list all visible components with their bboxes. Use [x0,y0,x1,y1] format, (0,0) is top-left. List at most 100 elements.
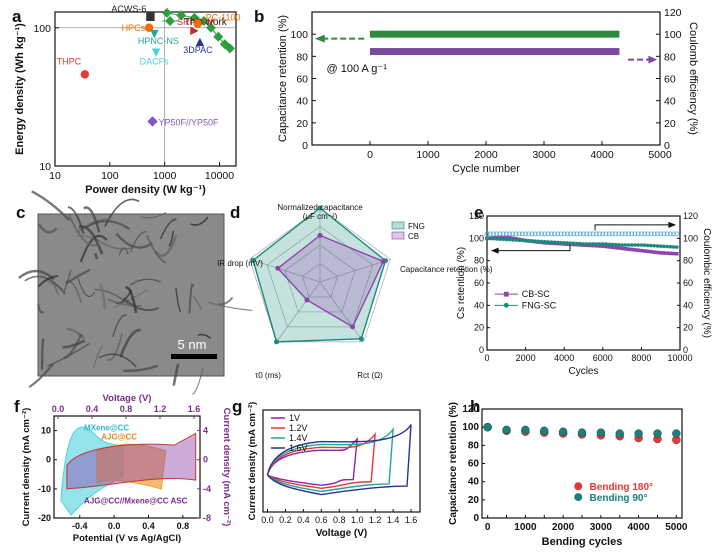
panel-e-point [607,242,612,247]
panel-e-ce-point [610,231,615,237]
panel-e-point [597,242,602,246]
panel-e-point [649,249,653,254]
panel-d-legend-swatch [391,221,405,230]
panel-d-vertex [317,232,323,238]
panel-c-lattice-fringe [207,301,253,311]
panel-e-ce-point [552,231,557,237]
panel-c-lattice-fringe [46,279,64,291]
panel-c-lattice-fringe [63,333,83,360]
panel-h-xtick-label: 5000 [665,522,688,533]
panel-letter-g: g [232,397,242,416]
panel-e-ce-point [539,231,545,237]
panel-c-lattice-fringe [37,275,59,288]
panel-e-ce-point [571,231,577,237]
panel-e-ce-point [635,231,641,237]
panel-e-ce-point [629,231,635,237]
panel-e-ce-point [590,231,596,237]
panel-c-lattice-fringe [94,288,130,306]
panel-e-point [507,235,512,240]
panel-c-lattice-fringe [193,296,202,310]
panel-d-spoke [276,281,321,343]
panel-e-ce-point [658,231,664,237]
panel-h-xtick-label: 2000 [552,522,575,533]
panel-d-vertex [380,258,386,264]
panel-f-x2tick-label: 0.8 [120,404,133,414]
panel-f-x2tick-label: 0.4 [86,404,99,414]
panel-e-point [662,251,666,255]
panel-g: 1V1.2V1.4V1.6V 0.0 0.2 0.4 0.6 0.8 1.0 1.2 1.4 1.… [247,402,421,539]
panel-d-grid-ring [284,244,356,313]
panel-e-point [523,238,528,243]
panel-e-point [617,246,621,250]
panel-e-point [501,235,505,240]
panel-f-ytick-label: -10 [38,484,51,494]
panel-e-ce-point [536,231,541,237]
panel-e-ce-point [619,231,625,237]
panel-e-point [617,243,621,247]
panel-e-ce-point [487,231,493,237]
panel-d-vertex [304,297,310,303]
panel-e-point [494,237,499,241]
panel-e-point [613,242,618,247]
panel-f-ylabel: Current density (mA cm⁻²) [21,408,32,527]
panel-e-point [604,242,608,246]
panel-g-cv-curve-1V [266,437,359,486]
panel-e-point [549,240,554,244]
panel-e-point [646,249,650,254]
panel-c-lattice-fringe [192,367,204,395]
panel-e-ce-point [642,231,648,237]
panel-h-legend-marker [574,482,583,491]
panel-g-xlabel: Voltage (V) [316,528,367,539]
panel-b-left-arrowhead [314,34,325,43]
panel-e-legend-marker [503,302,509,308]
panel-g-legend-label: 1.6V [289,443,308,453]
panel-f-frame [53,415,201,519]
panel-h-point [653,429,662,438]
panel-e-point [552,240,557,245]
panel-e-point [633,243,637,247]
panel-e-ce-point [565,231,570,237]
panel-e-ce-point [581,231,586,237]
panel-c-lattice-fringe [77,277,96,297]
panel-a-point [147,116,158,127]
panel-a-xtick-label: 1000 [153,170,177,182]
panel-e-ce-point [529,231,535,237]
panel-b-ytick-label: 80 [296,51,308,63]
panel-e-point [620,243,624,247]
panel-e-point [623,243,628,247]
panel-h-xtick-label: 3000 [590,522,613,533]
panel-a-this-work-point [161,7,172,18]
panel-h-xtick-label: 0 [485,522,491,533]
panel-g-xtick-label: 0.4 [297,515,310,525]
panel-d-axis-label: Capacitance retention (%) [400,265,493,274]
panel-e-point [591,242,595,246]
panel-h-legend-label: Bending 90° [590,493,648,504]
panel-d-legend-swatch [391,231,405,240]
panel-g-legend-label: 1.2V [289,423,308,433]
panel-e-point [597,244,602,248]
panel-e-ce-point [661,231,667,237]
panel-e-ce-point [500,231,506,237]
panel-e-ce-point [648,231,654,237]
panel-e-ce-point [577,231,583,237]
panel-g-frame [262,409,421,513]
panel-b-y2tick-label: 40 [664,96,676,108]
panel-e-point [636,248,640,253]
panel-e-point [604,244,608,249]
panel-e-point [646,243,650,248]
panel-e-point [555,240,560,245]
panel-g-xtick-label: 0.8 [333,515,346,525]
panel-e-point [649,243,653,248]
panel-c-lattice-fringe [93,346,103,368]
panel-f-xlabel: Potential (V vs Ag/AgCl) [73,533,181,544]
panel-f: -0.4 0.0 0.4 0.8 0.0 0.4 0.8 1.2 1.6 -20 -10 0 10 -8 -… [21,393,232,544]
panel-e-ce-point [507,231,512,237]
panel-a-point-label: YP50F//YP50F [158,117,219,127]
panel-e-point [610,242,615,247]
panel-e-legend-marker [503,291,509,297]
panel-a-point [150,29,159,39]
panel-d-vertex [250,257,256,263]
panel-f-xtick-label: 0.0 [108,521,121,531]
panel-e-ce-point [606,231,612,237]
panel-g-cv-curve-1.4V [266,426,394,493]
